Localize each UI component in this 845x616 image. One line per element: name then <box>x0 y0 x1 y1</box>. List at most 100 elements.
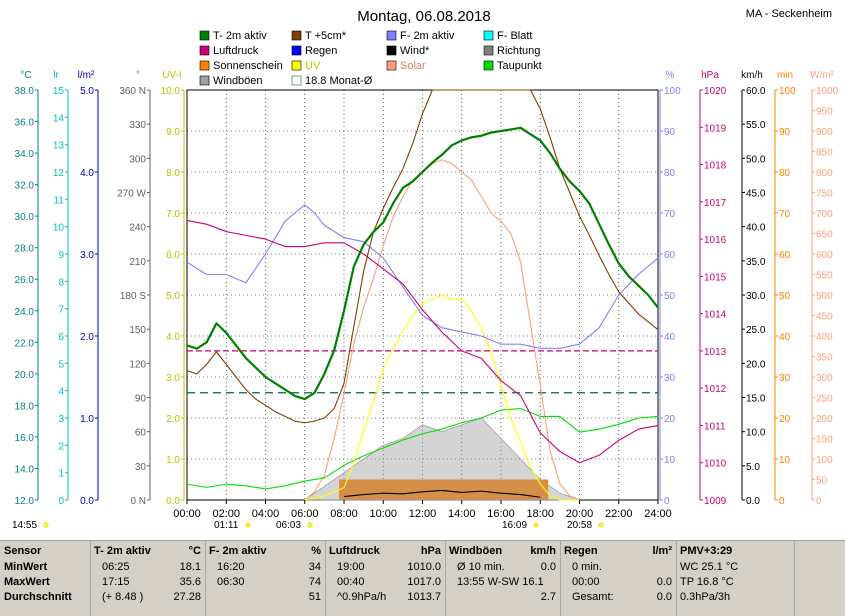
time-marker-label: 16:09 <box>502 520 527 531</box>
stats-cell: 19:00 1010.0 <box>325 561 445 575</box>
stats-cell: 17:15 35.6 <box>90 576 205 590</box>
series-line-uv <box>304 294 580 501</box>
stats-column: F- 2m aktiv% 16:20 34 06:30 74 51 <box>205 541 326 616</box>
right-axes: %1009080706050403020100hPa10201019101810… <box>659 70 839 507</box>
left-axis-tick-label: 150 <box>129 325 146 336</box>
stats-cell: 2.7 <box>445 591 560 605</box>
left-axis-tick-label: 330 <box>129 120 146 131</box>
legend-swatch <box>291 60 302 71</box>
stats-column: Regen l/m² 0 min. 00:00 0.0 Gesamt: 0.0 <box>560 541 677 616</box>
left-axis-tick-label: 180 S <box>120 291 146 302</box>
right-axis-tick-label: 60.0 <box>746 86 766 97</box>
left-axis-tick-label: 12 <box>53 168 65 179</box>
right-axis-tick-label: 70 <box>779 209 791 220</box>
stats-cell: 00:00 0.0 <box>560 576 676 590</box>
left-axis-tick-label: 6.0 <box>166 250 180 261</box>
right-axis-tick-label: 700 <box>816 209 833 220</box>
x-axis-tick-label: 00:00 <box>173 508 201 520</box>
right-axis-tick-label: 10.0 <box>746 428 766 439</box>
right-axis-tick-label: 1015 <box>704 272 727 283</box>
stats-column: T- 2m aktiv °C 06:25 18.1 17:15 35.6 (+ 8.48 )… <box>90 541 206 616</box>
legend-swatch <box>199 60 210 71</box>
right-axis-tick-label: 60 <box>664 250 676 261</box>
legend-swatch <box>199 75 210 86</box>
left-axis-tick-label: 7.0 <box>166 209 180 220</box>
left-axis-tick-label: 24.0 <box>15 307 35 318</box>
left-axis-tick-label: 1.0 <box>166 455 180 466</box>
right-axis-tick-label: 250 <box>816 394 833 405</box>
chart-legend: T- 2m aktiv T +5cm* F- 2m aktiv F- Blatt Luf… <box>199 30 542 87</box>
left-axis-tick-label: 30 <box>135 462 147 473</box>
legend-label: Sonnenschein <box>213 60 283 72</box>
left-axis-tick-label: 16.0 <box>15 433 35 444</box>
stats-value: 2.7 <box>540 591 556 603</box>
stats-column-header: Sensor <box>0 545 90 559</box>
x-axis-tick-label: 04:00 <box>252 508 280 520</box>
right-axis-tick-label: 45.0 <box>746 189 766 200</box>
right-axis-tick-label: 1012 <box>704 384 727 395</box>
right-axis-tick-label: 0 <box>779 496 785 507</box>
stats-header-label: Luftdruck <box>329 545 380 557</box>
right-axis-tick-label: 1020 <box>704 86 727 97</box>
right-axis-tick-label: 600 <box>816 250 833 261</box>
legend-label: Luftdruck <box>213 45 259 57</box>
right-axis-tick-label: 1013 <box>704 347 727 358</box>
left-axis-tick-label: 2.0 <box>166 414 180 425</box>
right-axis-unit: W/m² <box>810 70 835 81</box>
left-axis-tick-label: 9 <box>58 250 64 261</box>
stats-row-label: MaxWert <box>4 576 50 588</box>
stats-time: 06:25 <box>102 561 130 573</box>
x-axis-tick-label: 14:00 <box>448 508 476 520</box>
right-axis-tick-label: 50 <box>779 291 791 302</box>
left-axis-tick-label: 8 <box>58 277 64 288</box>
right-axis-tick-label: 10 <box>779 455 791 466</box>
left-axis-tick-label: 12.0 <box>15 496 35 507</box>
right-axis-tick-label: 15.0 <box>746 394 766 405</box>
right-axis-tick-label: 300 <box>816 373 833 384</box>
left-axis-tick-label: 3 <box>58 414 64 425</box>
stats-cell: 00:40 1017.0 <box>325 576 445 590</box>
stats-header-label: T- 2m aktiv <box>94 545 151 557</box>
x-axis-tick-label: 24:00 <box>644 508 672 520</box>
stats-header-label: Sensor <box>4 545 42 557</box>
stats-column: Luftdruck hPa 19:00 1010.0 00:40 1017.0 ^0.9hP… <box>325 541 446 616</box>
x-axis-tick-label: 22:00 <box>605 508 633 520</box>
stats-header-label: Windböen <box>449 545 503 557</box>
stats-value: 18.1 <box>179 561 201 573</box>
x-axis-tick-label: 10:00 <box>369 508 397 520</box>
right-axis-tick-label: 50 <box>664 291 676 302</box>
left-axis-tick-label: 14 <box>53 113 65 124</box>
left-axis-tick-label: 5.0 <box>166 291 180 302</box>
stats-time: Gesamt: <box>572 591 614 603</box>
stats-column-header: PMV+3:29 <box>676 545 794 559</box>
stats-cell: WC 25.1 °C <box>676 561 794 575</box>
time-marker-dot <box>307 522 313 528</box>
legend-swatch <box>199 45 210 56</box>
right-axis-tick-label: 500 <box>816 291 833 302</box>
right-axis-tick-label: 40 <box>664 332 676 343</box>
left-axis-tick-label: 6 <box>58 332 64 343</box>
right-axis-tick-label: 0 <box>816 496 822 507</box>
stats-value: 0.0 <box>540 561 556 573</box>
time-marker-label: 06:03 <box>276 520 301 531</box>
right-axis-tick-label: 50.0 <box>746 154 766 165</box>
left-axis-tick-label: 3.0 <box>166 373 180 384</box>
left-axis-tick-label: 13 <box>53 141 65 152</box>
stats-value: 0.0 <box>656 576 672 588</box>
right-axis-tick-label: 100 <box>779 86 796 97</box>
stats-value: 74 <box>308 576 321 588</box>
left-axis-tick-label: 7 <box>58 305 64 316</box>
stats-header-label: F- 2m aktiv <box>209 545 267 557</box>
right-axis-tick-label: 30.0 <box>746 291 766 302</box>
stats-header-unit: °C <box>188 545 201 557</box>
stats-time: (+ 8.48 ) <box>102 591 144 603</box>
legend-swatch <box>291 30 302 41</box>
stats-cell: MinWert <box>0 561 90 575</box>
left-axis-tick-label: 30.0 <box>15 212 35 223</box>
sonnenschein-band <box>339 479 549 500</box>
right-axis-tick-label: 1009 <box>704 496 727 507</box>
stats-cell: 13:55 W-SW 16.1 <box>445 576 560 590</box>
left-axis-tick-label: 20.0 <box>15 370 35 381</box>
left-axis-tick-label: 36.0 <box>15 118 35 129</box>
right-axis-tick-label: 1016 <box>704 235 727 246</box>
